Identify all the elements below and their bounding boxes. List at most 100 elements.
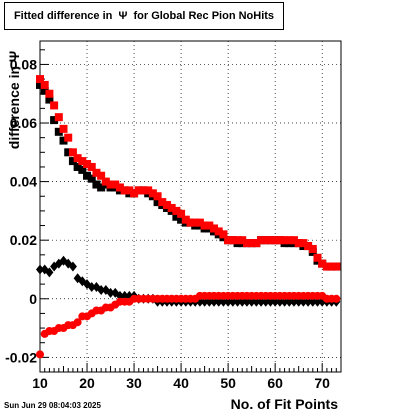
data-point xyxy=(247,239,256,248)
data-point xyxy=(111,180,120,189)
data-point xyxy=(318,259,327,268)
data-point xyxy=(40,80,49,89)
data-point xyxy=(97,183,106,192)
data-point xyxy=(238,236,247,245)
data-point xyxy=(45,267,54,278)
data-point xyxy=(83,160,92,169)
y-tick-label: -0.02 xyxy=(5,349,37,365)
data-point xyxy=(36,350,44,359)
data-point xyxy=(153,198,162,207)
data-point xyxy=(73,154,82,163)
y-tick-label: 0 xyxy=(29,291,37,307)
data-point xyxy=(252,239,261,248)
data-point xyxy=(322,262,331,271)
data-point xyxy=(36,264,44,275)
data-point xyxy=(45,89,54,98)
y-tick-label: 0.08 xyxy=(10,56,37,72)
data-point xyxy=(115,183,124,192)
data-point xyxy=(289,236,298,245)
data-point xyxy=(144,186,153,195)
data-point xyxy=(45,95,54,104)
data-point xyxy=(177,209,186,218)
x-tick-label: 40 xyxy=(173,375,189,391)
timestamp: Sun Jun 29 08:04:03 2025 xyxy=(4,401,101,410)
data-point xyxy=(97,284,106,295)
data-point xyxy=(59,136,68,145)
data-point xyxy=(275,236,284,245)
data-point xyxy=(125,186,134,195)
x-tick-label: 30 xyxy=(126,375,142,391)
data-point xyxy=(36,80,44,89)
chart-title: Fitted difference in Ψ for Global Rec Pi… xyxy=(4,2,284,30)
data-point xyxy=(36,75,44,84)
data-point xyxy=(304,242,313,251)
data-point xyxy=(68,157,77,166)
data-point xyxy=(87,162,96,171)
data-point xyxy=(280,236,289,245)
data-point xyxy=(50,101,59,110)
data-point xyxy=(224,236,233,245)
data-point xyxy=(87,174,96,183)
data-point xyxy=(106,180,115,189)
data-point xyxy=(92,180,101,189)
data-point xyxy=(158,198,167,207)
data-point xyxy=(261,236,270,245)
data-point xyxy=(308,244,317,253)
data-point xyxy=(54,113,63,122)
data-point xyxy=(313,253,322,262)
data-point xyxy=(294,239,303,248)
y-tick-label: 0.06 xyxy=(10,115,37,131)
data-point xyxy=(242,239,251,248)
y-tick-label: 0.04 xyxy=(10,174,37,190)
data-point xyxy=(83,171,92,180)
data-point xyxy=(134,186,143,195)
data-point xyxy=(271,236,280,245)
data-point xyxy=(78,165,87,174)
data-point xyxy=(191,218,200,227)
data-point xyxy=(148,189,157,198)
y-tick-label: 0.02 xyxy=(10,232,37,248)
data-point xyxy=(327,262,336,271)
data-point xyxy=(172,206,181,215)
data-point xyxy=(228,236,237,245)
data-point xyxy=(120,186,129,195)
data-point xyxy=(200,221,209,230)
data-point xyxy=(186,218,195,227)
data-point xyxy=(210,224,219,233)
data-point xyxy=(195,218,204,227)
data-point xyxy=(50,116,59,125)
data-point xyxy=(299,239,308,248)
data-point xyxy=(167,203,176,212)
data-point xyxy=(205,221,214,230)
x-axis-label: No. of Fit Points xyxy=(230,396,338,412)
data-point xyxy=(106,287,115,298)
data-point xyxy=(233,236,242,245)
x-tick-label: 20 xyxy=(79,375,95,391)
data-point xyxy=(101,177,110,186)
data-point xyxy=(54,127,63,136)
data-point xyxy=(214,227,223,236)
data-point xyxy=(332,262,341,271)
data-point xyxy=(73,318,82,327)
x-tick-label: 50 xyxy=(220,375,236,391)
data-point xyxy=(172,212,181,221)
data-point xyxy=(64,148,73,157)
data-point xyxy=(219,230,228,239)
data-point xyxy=(97,171,106,180)
plot-frame xyxy=(39,40,342,373)
data-point xyxy=(266,236,275,245)
data-point xyxy=(130,189,139,198)
data-point xyxy=(73,162,82,171)
x-tick-label: 70 xyxy=(314,375,330,391)
x-tick-label: 10 xyxy=(32,375,48,391)
data-point xyxy=(87,282,96,293)
data-point xyxy=(153,192,162,201)
data-point xyxy=(68,261,77,272)
data-point xyxy=(78,157,87,166)
data-point xyxy=(177,215,186,224)
data-point xyxy=(139,186,148,195)
x-tick-label: 60 xyxy=(267,375,283,391)
data-point xyxy=(40,86,49,95)
data-point xyxy=(181,215,190,224)
